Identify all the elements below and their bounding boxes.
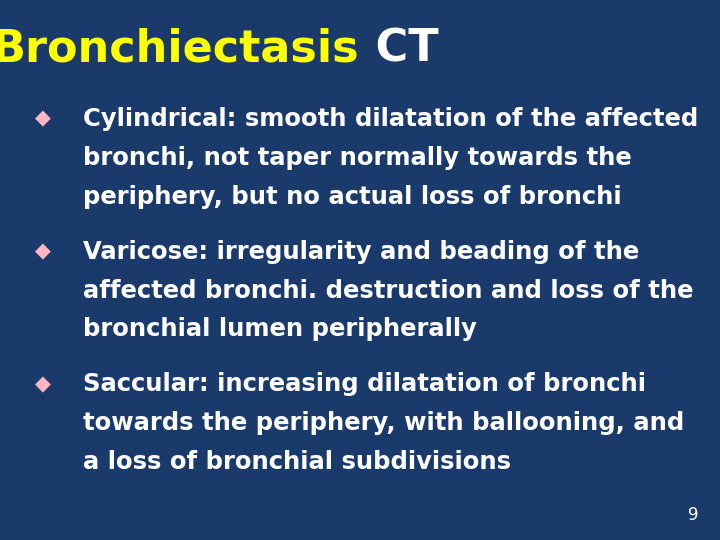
Text: towards the periphery, with ballooning, and: towards the periphery, with ballooning, …	[83, 411, 684, 435]
Text: 9: 9	[688, 506, 698, 524]
Text: Varicose: irregularity and beading of the: Varicose: irregularity and beading of th…	[83, 240, 639, 264]
Text: CT: CT	[360, 27, 438, 70]
Text: a loss of bronchial subdivisions: a loss of bronchial subdivisions	[83, 450, 510, 474]
Text: ◆: ◆	[35, 374, 51, 395]
Text: periphery, but no actual loss of bronchi: periphery, but no actual loss of bronchi	[83, 185, 621, 208]
Text: affected bronchi. destruction and loss of the: affected bronchi. destruction and loss o…	[83, 279, 693, 302]
Text: bronchi, not taper normally towards the: bronchi, not taper normally towards the	[83, 146, 631, 170]
Text: Saccular: increasing dilatation of bronchi: Saccular: increasing dilatation of bronc…	[83, 373, 646, 396]
Text: bronchial lumen peripherally: bronchial lumen peripherally	[83, 318, 477, 341]
Text: Cylindrical: smooth dilatation of the affected: Cylindrical: smooth dilatation of the af…	[83, 107, 698, 131]
Text: ◆: ◆	[35, 241, 51, 262]
Text: ◆: ◆	[35, 109, 51, 129]
Text: Bronchiectasis: Bronchiectasis	[0, 27, 360, 70]
